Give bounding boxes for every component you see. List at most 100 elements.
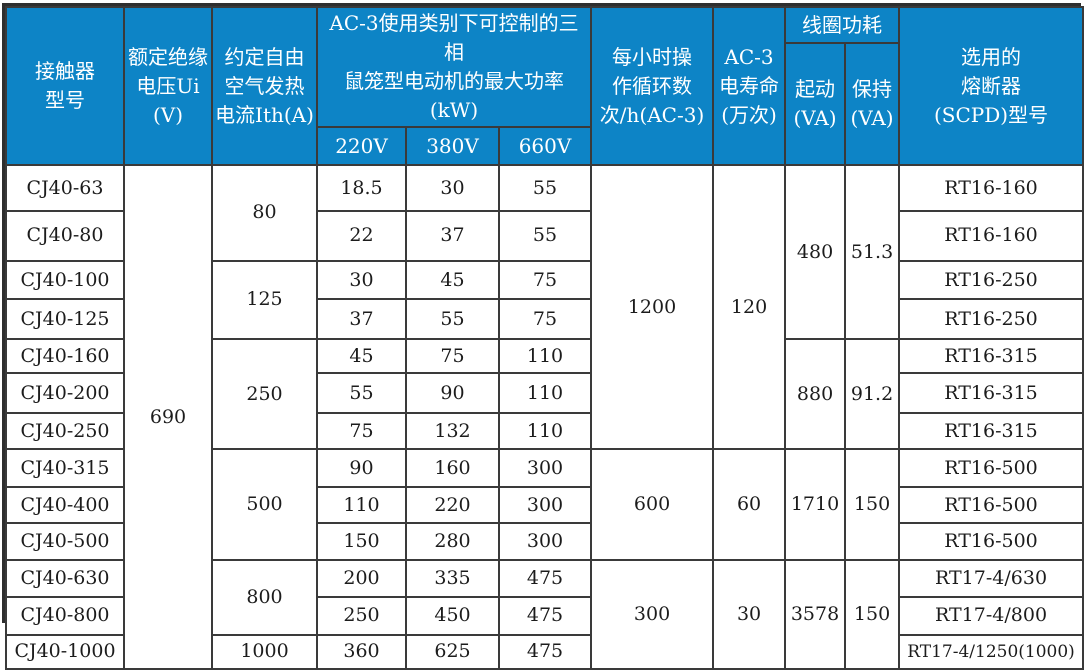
cell-p220: 30 bbox=[316, 259, 407, 301]
header-coil-hold: 保持 (VA) bbox=[844, 42, 901, 166]
cell-coil-hold: 150 bbox=[844, 558, 901, 670]
cell-thermal-current: 125 bbox=[211, 259, 318, 340]
contactor-spec-table: 接触器 型号 额定绝缘 电压Ui (V) 约定自由 空气发热 电流Ith(A) … bbox=[2, 3, 1085, 670]
cell-p660: 55 bbox=[497, 209, 593, 262]
cell-fuse: RT16-250 bbox=[898, 259, 1085, 301]
cell-model: CJ40-200 bbox=[5, 372, 125, 414]
header-model: 接触器 型号 bbox=[5, 6, 125, 166]
header-coil-start: 起动 (VA) bbox=[784, 42, 847, 166]
table-row: CJ40-500 150 280 300 RT16-500 bbox=[5, 522, 1085, 561]
table-row: CJ40-80 22 37 55 RT16-160 bbox=[5, 209, 1085, 262]
cell-life: 60 bbox=[712, 448, 787, 561]
table-row: CJ40-250 75 132 110 RT16-315 bbox=[5, 411, 1085, 451]
header-electrical-life: AC-3 电寿命 (万次) bbox=[712, 6, 787, 166]
cell-p380: 280 bbox=[405, 522, 500, 561]
cell-p220: 22 bbox=[316, 209, 407, 262]
cell-p660: 75 bbox=[497, 259, 593, 301]
cell-p220: 45 bbox=[316, 337, 407, 375]
cell-model: CJ40-63 bbox=[5, 164, 125, 212]
cell-fuse: RT16-315 bbox=[898, 372, 1085, 414]
cell-p380: 45 bbox=[405, 259, 500, 301]
cell-p660: 110 bbox=[497, 372, 593, 414]
cell-cycles: 1200 bbox=[590, 163, 715, 451]
cell-p380: 30 bbox=[405, 164, 500, 212]
cell-life: 120 bbox=[712, 163, 787, 451]
cell-p220: 90 bbox=[316, 448, 407, 488]
table-row: CJ40-160 250 45 75 110 880 91.2 RT16-315 bbox=[5, 337, 1085, 451]
cell-p380: 335 bbox=[405, 558, 500, 599]
cell-p380: 450 bbox=[405, 596, 500, 636]
spec-table: 接触器 型号 额定绝缘 电压Ui (V) 约定自由 空气发热 电流Ith(A) … bbox=[5, 6, 1085, 670]
cell-coil-start: 1710 bbox=[784, 448, 847, 561]
cell-coil-start: 880 bbox=[784, 337, 847, 451]
table-row: CJ40-63 690 80 18.5 30 55 1200 120 480 5… bbox=[5, 163, 1085, 670]
cell-p220: 55 bbox=[316, 372, 407, 414]
cell-p220: 75 bbox=[316, 411, 407, 451]
cell-p220: 18.5 bbox=[316, 164, 407, 212]
cell-p380: 160 bbox=[405, 448, 500, 488]
cell-thermal-current: 80 bbox=[211, 164, 318, 262]
cell-p220: 37 bbox=[316, 298, 407, 340]
header-max-power-group: AC-3使用类别下可控制的三相 鼠笼型电动机的最大功率(kW) bbox=[315, 6, 593, 128]
cell-p660: 300 bbox=[497, 522, 593, 561]
cell-model: CJ40-630 bbox=[5, 558, 125, 599]
cell-coil-hold: 91.2 bbox=[844, 337, 901, 451]
cell-fuse: RT17-4/630 bbox=[898, 558, 1085, 599]
cell-p220: 150 bbox=[316, 522, 407, 561]
header-220v: 220V bbox=[316, 126, 407, 166]
header-thermal-current: 约定自由 空气发热 电流Ith(A) bbox=[211, 6, 318, 166]
cell-model: CJ40-500 bbox=[5, 522, 125, 561]
table-row: CJ40-315 500 90 160 300 600 60 1710 150 … bbox=[5, 448, 1085, 561]
cell-model: CJ40-80 bbox=[5, 209, 125, 262]
cell-p660: 475 bbox=[497, 633, 593, 670]
cell-rated-voltage: 690 bbox=[123, 164, 213, 670]
cell-p220: 200 bbox=[316, 558, 407, 599]
cell-fuse: RT16-500 bbox=[898, 448, 1085, 488]
cell-model: CJ40-400 bbox=[5, 485, 125, 525]
cell-model: CJ40-1000 bbox=[5, 633, 125, 670]
cell-thermal-current: 1000 bbox=[211, 633, 318, 670]
cell-p220: 360 bbox=[316, 633, 407, 670]
table-row: CJ40-100 125 30 45 75 RT16-250 bbox=[5, 259, 1085, 340]
cell-fuse: RT17-4/1250(1000) bbox=[898, 633, 1085, 670]
cell-model: CJ40-800 bbox=[5, 596, 125, 636]
table-row: CJ40-125 37 55 75 RT16-250 bbox=[5, 298, 1085, 340]
cell-fuse: RT16-250 bbox=[898, 298, 1085, 340]
cell-coil-hold: 150 bbox=[844, 448, 901, 561]
cell-p660: 110 bbox=[497, 337, 593, 375]
cell-p660: 475 bbox=[497, 596, 593, 636]
cell-p660: 55 bbox=[497, 164, 593, 212]
cell-p380: 625 bbox=[405, 633, 500, 670]
cell-fuse: RT17-4/800 bbox=[898, 596, 1085, 636]
cell-model: CJ40-250 bbox=[5, 411, 125, 451]
cell-model: CJ40-100 bbox=[5, 259, 125, 301]
cell-fuse: RT16-160 bbox=[898, 164, 1085, 212]
table-row: CJ40-200 55 90 110 RT16-315 bbox=[5, 372, 1085, 414]
cell-model: CJ40-125 bbox=[5, 298, 125, 340]
cell-cycles: 600 bbox=[590, 448, 715, 561]
cell-fuse: RT16-315 bbox=[898, 411, 1085, 451]
cell-p380: 55 bbox=[405, 298, 500, 340]
cell-model: CJ40-160 bbox=[5, 337, 125, 375]
cell-coil-start: 3578 bbox=[784, 558, 847, 670]
header-coil-power-group: 线圈功耗 bbox=[784, 6, 901, 44]
cell-life: 30 bbox=[712, 558, 787, 670]
cell-p220: 110 bbox=[316, 485, 407, 525]
cell-fuse: RT16-500 bbox=[898, 485, 1085, 525]
cell-p380: 37 bbox=[405, 209, 500, 262]
cell-cycles: 300 bbox=[590, 558, 715, 670]
cell-p380: 220 bbox=[405, 485, 500, 525]
cell-p660: 475 bbox=[497, 558, 593, 599]
cell-p380: 75 bbox=[405, 337, 500, 375]
cell-thermal-current: 800 bbox=[211, 558, 318, 636]
cell-p220: 250 bbox=[316, 596, 407, 636]
cell-p660: 300 bbox=[497, 448, 593, 488]
cell-thermal-current: 250 bbox=[211, 337, 318, 451]
cell-model: CJ40-315 bbox=[5, 448, 125, 488]
header-660v: 660V bbox=[497, 126, 593, 166]
cell-thermal-current: 500 bbox=[211, 448, 318, 561]
cell-p380: 90 bbox=[405, 372, 500, 414]
cell-fuse: RT16-315 bbox=[898, 337, 1085, 375]
header-cycles-per-hour: 每小时操 作循环数 次/h(AC-3) bbox=[590, 6, 715, 166]
cell-p380: 132 bbox=[405, 411, 500, 451]
